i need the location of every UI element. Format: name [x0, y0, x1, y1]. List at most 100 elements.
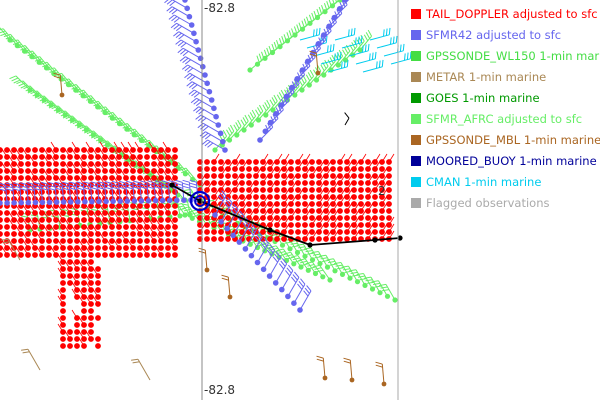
tail-doppler-point [358, 166, 364, 172]
tail-doppler-point [137, 154, 143, 160]
tail-doppler-point [60, 231, 66, 237]
tail-doppler-point [11, 210, 17, 216]
storm-track-point [372, 237, 378, 243]
sfmr42-barb-feather [147, 180, 155, 184]
tail-doppler-point [344, 222, 350, 228]
afrc-barb-feather [312, 264, 320, 268]
sfmr42-barb-feather [195, 114, 202, 120]
tail-doppler-point [88, 259, 94, 265]
sfmr42-barb-dot [53, 199, 60, 205]
afrc-barb-feather [256, 55, 260, 63]
afrc-barb-feather [46, 102, 54, 107]
tail-doppler-point [74, 238, 80, 244]
tail-doppler-point [225, 173, 231, 179]
afrc-barb-feather [322, 259, 330, 262]
afrc-barb-feather [334, 262, 342, 265]
tail-doppler-point [253, 180, 259, 186]
tail-doppler-barb [92, 267, 99, 277]
top-longitude-label: -82.8 [204, 1, 235, 15]
sfmr42-barb-feather [207, 142, 214, 148]
tail-doppler-point [144, 245, 150, 251]
tail-doppler-barb [92, 169, 99, 179]
sfmr42-barb-dot [0, 200, 3, 206]
afrc-barb-feather [323, 3, 328, 10]
tail-doppler-barb [57, 211, 64, 221]
tail-doppler-point [81, 217, 87, 223]
afrc-barb-dot [337, 0, 343, 3]
tail-doppler-point [88, 315, 94, 321]
afrc-barb-staff [304, 258, 316, 274]
tail-doppler-point [337, 166, 343, 172]
sfmr42-barb-feather [62, 181, 70, 185]
sfmr42-barb-feather [280, 260, 286, 267]
tail-doppler-barb [22, 148, 29, 158]
tail-doppler-point [81, 308, 87, 314]
afrc-barb-feather [5, 36, 13, 40]
sfmr42-barb-dot [188, 22, 195, 28]
tail-doppler-barb [57, 218, 64, 228]
tail-doppler-point [0, 154, 3, 160]
tail-doppler-point [74, 245, 80, 251]
sfmr42-barb-feather [294, 271, 300, 278]
sfmr42-barb-feather [90, 181, 98, 185]
afrc-barb-dot [187, 212, 193, 218]
afrc-barb-feather [307, 252, 315, 255]
tail-doppler-point [211, 173, 217, 179]
tail-doppler-point [358, 173, 364, 179]
afrc-barb-feather [14, 44, 22, 48]
tail-doppler-barb [57, 260, 64, 270]
afrc-barb-feather [222, 129, 228, 137]
sfmr42-barb-feather [200, 124, 207, 130]
afrc-barb-dot [324, 264, 331, 270]
afrc-barb-feather [303, 18, 307, 26]
legend-item: METAR 1-min marine [406, 67, 600, 88]
tail-doppler-point [386, 201, 392, 207]
afrc-barb-dot [226, 137, 233, 143]
tail-doppler-point [137, 175, 143, 181]
tail-doppler-point [25, 147, 31, 153]
afrc-barb-dot [362, 282, 368, 288]
tail-doppler-barb [92, 225, 99, 235]
afrc-barb-feather [88, 132, 96, 137]
sfmr42-barb-feather [297, 283, 303, 290]
afrc-barb-feather [62, 78, 70, 82]
cman-barb-feather [334, 53, 336, 61]
afrc-barb-feather [266, 99, 271, 107]
afrc-barb-staff [310, 247, 321, 264]
afrc-barb-feather [327, 59, 332, 67]
sfmr42-barb-feather [199, 131, 206, 137]
afrc-barb-feather [269, 245, 277, 248]
sfmr42-barb-staff [174, 14, 192, 26]
sfmr42-barb-dot [67, 199, 74, 205]
afrc-barb-feather [249, 112, 255, 119]
tail-doppler-point [351, 180, 357, 186]
sfmr42-barb-staff [269, 256, 282, 277]
afrc-barb-dot [254, 61, 261, 67]
afrc-barb-feather [329, 57, 334, 64]
tail-doppler-barb [276, 153, 283, 163]
afrc-barb-feather [276, 94, 282, 102]
afrc-barb-feather [18, 82, 26, 87]
gpssonde-mbl-barb-dot [315, 70, 321, 76]
sfmr42-barb-feather [133, 183, 141, 187]
sfmr42-barb-feather [204, 141, 211, 147]
tail-doppler-point [211, 236, 217, 242]
tail-doppler-barb [22, 239, 29, 249]
sfmr42-barb-feather [181, 64, 189, 70]
afrc-barb-staff [22, 80, 38, 96]
sfmr42-barb-feather [34, 188, 42, 191]
tail-doppler-point [323, 159, 329, 165]
tail-doppler-barb [262, 153, 269, 163]
tail-doppler-point [337, 229, 343, 235]
sfmr42-barb-feather [221, 190, 227, 197]
sfmr42-barb-staff [188, 182, 192, 201]
afrc-barb-dot [392, 297, 398, 303]
tail-doppler-point [172, 238, 178, 244]
afrc-barb-feather [131, 133, 139, 137]
afrc-barb-feather [294, 259, 302, 263]
sfmr42-barb-staff [61, 184, 65, 203]
tail-doppler-point [81, 210, 87, 216]
afrc-barb-dot [294, 249, 301, 256]
sfmr42-barb-feather [285, 270, 291, 277]
sfmr42-barb-dot [289, 84, 295, 91]
